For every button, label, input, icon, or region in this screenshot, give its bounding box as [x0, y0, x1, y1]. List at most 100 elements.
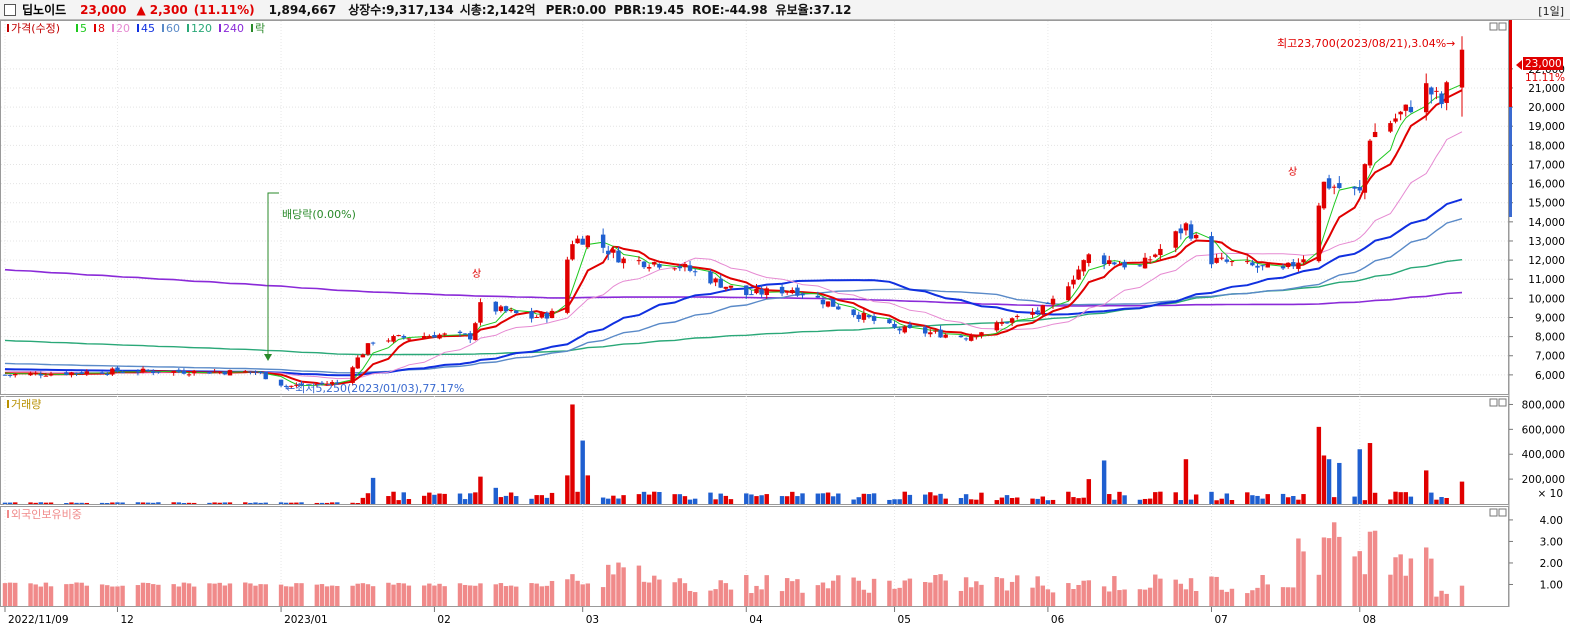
volume-bar: [13, 502, 18, 504]
minimize-icon[interactable]: [1489, 508, 1498, 517]
candle-body: [299, 383, 304, 386]
foreign-bar: [728, 589, 734, 606]
foreign-bar: [887, 580, 892, 606]
candle-body: [1316, 205, 1322, 262]
foreign-bar: [105, 585, 110, 606]
candle-body: [830, 299, 836, 307]
foreign-bar: [1050, 592, 1056, 606]
foreign-bar: [386, 582, 391, 606]
volume-bar: [1112, 499, 1117, 504]
candle-body: [1147, 259, 1153, 261]
foreign-bar: [1137, 589, 1143, 606]
minimize-icon[interactable]: [1489, 22, 1498, 31]
foreign-bar: [585, 583, 591, 606]
candle-body: [974, 336, 979, 338]
volume-bar: [503, 495, 509, 504]
candle-body: [539, 312, 545, 318]
volume-bar: [764, 494, 769, 504]
volume-bar: [99, 502, 105, 504]
volume-bar: [585, 475, 591, 504]
candle-body: [427, 335, 432, 338]
foreign-bar: [1362, 574, 1368, 606]
legend-marker: [112, 24, 114, 32]
candle-body: [283, 385, 289, 387]
volume-bar: [580, 440, 585, 504]
volume-bar: [33, 502, 38, 504]
volume-bar: [1285, 497, 1291, 504]
price-panel-controls[interactable]: [1489, 22, 1507, 31]
dividend-marker: 배당락(0.00%): [264, 192, 356, 361]
volume-bar: [1291, 496, 1296, 504]
volume-bar: [140, 502, 146, 504]
price-panel[interactable]: [0, 20, 1509, 395]
foreign-bar: [227, 583, 233, 606]
volume-bar: [529, 498, 534, 504]
candle-body: [508, 310, 514, 312]
select-checkbox[interactable]: [4, 3, 16, 16]
maximize-icon[interactable]: [1498, 508, 1507, 517]
volume-bar: [294, 502, 299, 504]
candle-body: [1357, 187, 1362, 191]
foreign-bar: [503, 586, 509, 606]
volume-bar: [570, 404, 575, 504]
volume-bar: [621, 495, 626, 504]
foreign-bar: [999, 578, 1005, 606]
foreign-bar: [140, 582, 146, 606]
maximize-icon[interactable]: [1498, 22, 1507, 31]
foreign-bar: [33, 584, 38, 606]
candle-body: [759, 289, 764, 295]
foreign-bar: [549, 580, 555, 606]
candle-body: [105, 373, 110, 375]
maximize-icon[interactable]: [1498, 398, 1507, 407]
chart-header: 딥노이드 23,000 ▲ 2,300 (11.11%) 1,894,667 상…: [0, 0, 1570, 20]
candle-body: [38, 374, 44, 376]
candle-body: [355, 357, 360, 369]
foreign-bar: [1316, 574, 1322, 606]
price-range-bar: [1509, 107, 1512, 217]
grid-lines: [1, 21, 1508, 606]
volume-bar: [401, 492, 406, 504]
foreign-bar: [217, 582, 222, 606]
foreign-bar: [442, 586, 447, 606]
limit-up-marker: 상: [1288, 166, 1297, 178]
volume-bar: [319, 502, 325, 504]
foreign-bar: [1193, 590, 1199, 606]
foreign-bar: [974, 581, 979, 606]
volume-bar: [1367, 443, 1373, 504]
period-selector[interactable]: [1일]: [1538, 5, 1564, 18]
foreign-bar: [1434, 596, 1439, 606]
volume-bar: [1439, 497, 1444, 504]
foreign-bar: [1260, 575, 1265, 606]
volume-bar: [1296, 499, 1301, 504]
legend-item-label: 120: [191, 22, 212, 35]
volume-panel[interactable]: [0, 396, 1509, 505]
candle-body: [938, 329, 943, 338]
foreign-tick-label: 1.00: [1540, 579, 1563, 591]
volume-bar: [575, 491, 580, 504]
foreign-bar: [43, 582, 49, 606]
candle-body: [692, 271, 698, 273]
volume-bar: [253, 502, 258, 504]
candle-body: [641, 261, 647, 268]
volume-panel-controls[interactable]: [1489, 398, 1507, 407]
candle-body: [171, 370, 176, 373]
candle-body: [754, 288, 759, 294]
candle-body: [1066, 286, 1071, 301]
legend-marker: [219, 24, 221, 32]
foreign-bar: [820, 582, 826, 606]
candle-body: [585, 235, 591, 248]
stock-chart[interactable]: 가격(수정) 5 8 20 45 60 120 240 락 거래량 외국인보유비중 6,000 7…: [0, 20, 1570, 629]
foreign-bar: [1429, 558, 1434, 606]
foreign-bar: [744, 575, 749, 606]
foreign-bar: [1122, 589, 1127, 606]
volume-bar: [1071, 497, 1076, 504]
candle-body: [1331, 186, 1337, 188]
last-price-box: 23,000 11.11%: [1516, 57, 1565, 84]
volume-bar: [692, 498, 698, 504]
volume-bar: [754, 496, 759, 504]
volume-bar: [151, 502, 156, 504]
minimize-icon[interactable]: [1489, 398, 1498, 407]
foreign-panel-controls[interactable]: [1489, 508, 1507, 517]
volume-bar: [784, 496, 790, 504]
foreign-bar: [1337, 536, 1342, 606]
